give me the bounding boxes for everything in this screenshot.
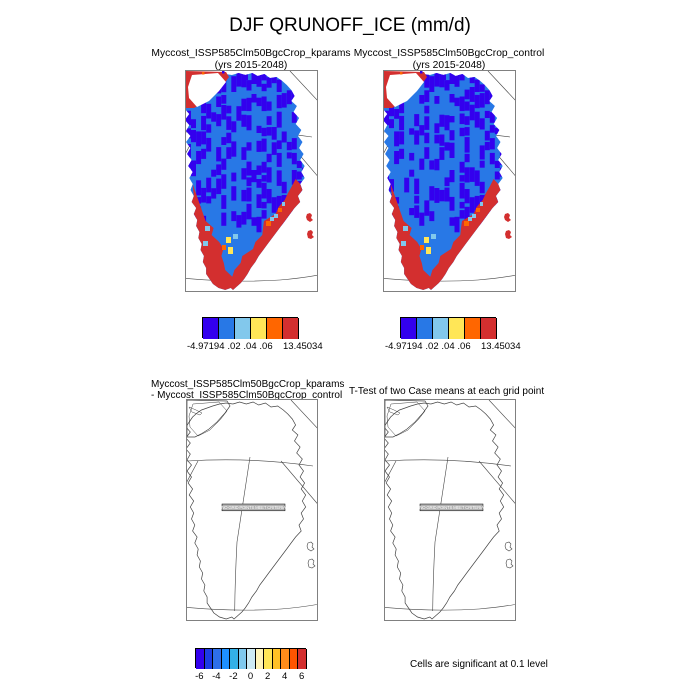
svg-text:NO GRID POINTS MEET CRITERIA: NO GRID POINTS MEET CRITERIA	[419, 505, 484, 510]
svg-text:NO GRID POINTS MEET CRITERIA: NO GRID POINTS MEET CRITERIA	[221, 505, 286, 510]
